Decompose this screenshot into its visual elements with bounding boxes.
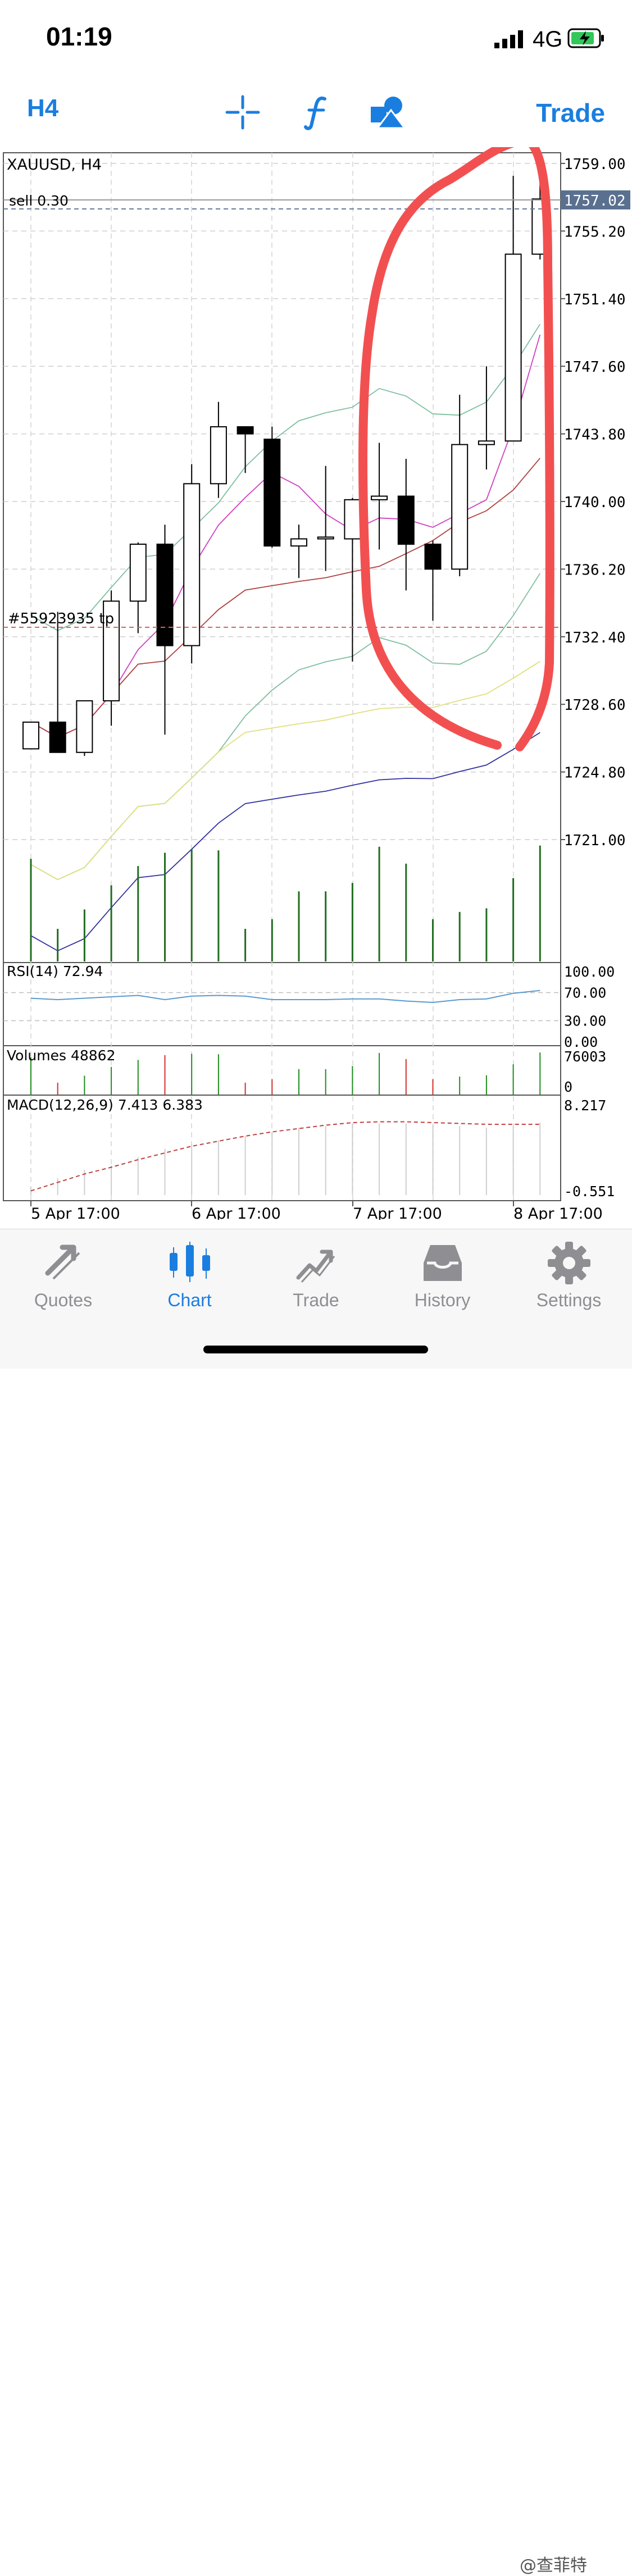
volumes-label: Volumes 48862 bbox=[7, 1047, 115, 1064]
current-price-label: 1757.02 bbox=[564, 193, 626, 209]
trade-button[interactable]: Trade bbox=[536, 98, 605, 127]
chart-area[interactable]: 100.00 70.00 30.00 0.00 76003 0 8.217 -0.551 17… bbox=[0, 147, 632, 1220]
tab-history-label: History bbox=[414, 1290, 471, 1310]
ma-long-line bbox=[30, 660, 540, 881]
freehand-annotation bbox=[358, 147, 554, 751]
objects-icon[interactable] bbox=[369, 94, 408, 130]
time-tick-label: 7 Apr 17:00 bbox=[353, 1205, 442, 1220]
candle-body bbox=[344, 499, 361, 540]
watermark: @查菲特 bbox=[520, 2556, 587, 2575]
price-tick-label: 1759.00 bbox=[564, 156, 626, 173]
tab-trade-label: Trade bbox=[293, 1290, 339, 1310]
chart-icon bbox=[169, 1242, 210, 1282]
candle-body bbox=[49, 721, 66, 753]
time-tick-label: 5 Apr 17:00 bbox=[31, 1205, 120, 1220]
price-tick-label: 1728.60 bbox=[564, 697, 626, 714]
rsi-tick-label: 0.00 bbox=[564, 1034, 598, 1050]
price-tick-label: 1751.40 bbox=[564, 291, 626, 308]
tab-quotes[interactable]: Quotes bbox=[0, 1241, 126, 1311]
grid bbox=[3, 153, 561, 1201]
tab-settings[interactable]: Settings bbox=[506, 1241, 632, 1311]
quotes-icon bbox=[45, 1244, 80, 1280]
candle-body bbox=[504, 253, 522, 442]
price-tick-label: 1740.00 bbox=[564, 494, 626, 511]
candle-body bbox=[424, 544, 442, 570]
rsi-tick-label: 100.00 bbox=[564, 964, 615, 980]
price-tick-label: 1732.40 bbox=[564, 630, 626, 646]
tab-chart[interactable]: Chart bbox=[126, 1241, 253, 1311]
candle-body bbox=[478, 440, 495, 445]
price-tick-label: 1721.00 bbox=[564, 832, 626, 849]
tab-settings-label: Settings bbox=[536, 1290, 602, 1310]
tab-chart-label: Chart bbox=[167, 1290, 212, 1310]
candle-body bbox=[22, 721, 39, 750]
rsi-label: RSI(14) 72.94 bbox=[7, 963, 103, 979]
volumes-tick-label: 0 bbox=[564, 1079, 572, 1095]
settings-icon bbox=[547, 1242, 590, 1284]
volumes-tick-label: 76003 bbox=[564, 1048, 606, 1065]
tp-line-label: #55923935 tp bbox=[8, 610, 114, 627]
candle-body bbox=[156, 544, 174, 646]
candle-body bbox=[76, 700, 93, 753]
rsi-line bbox=[30, 990, 540, 1004]
status-time: 01:19 bbox=[46, 22, 112, 51]
candle-body bbox=[183, 483, 201, 646]
price-tick-label: 1736.20 bbox=[564, 562, 626, 578]
candle-body bbox=[397, 495, 415, 545]
time-axis: 5 Apr 17:00 6 Apr 17:00 7 Apr 17:00 8 Apr 1… bbox=[30, 1201, 603, 1220]
price-tick-label: 1755.20 bbox=[564, 224, 626, 240]
price-axis: 1759.00 1755.20 1751.40 1747.60 1743.80 1740.… bbox=[561, 156, 626, 849]
rsi-tick-label: 70.00 bbox=[564, 985, 606, 1001]
rsi-tick-label: 30.00 bbox=[564, 1013, 606, 1029]
symbol-title: XAUUSD, H4 bbox=[7, 156, 102, 174]
macd-label: MACD(12,26,9) 7.413 6.383 bbox=[7, 1097, 203, 1113]
indicators-icon[interactable] bbox=[302, 94, 330, 130]
battery-icon bbox=[567, 28, 604, 48]
ma-very-long-line bbox=[30, 732, 540, 952]
price-tick-label: 1743.80 bbox=[564, 427, 626, 444]
trade-icon bbox=[296, 1250, 335, 1283]
candles bbox=[22, 163, 549, 756]
macd-tick-label: 8.217 bbox=[564, 1097, 606, 1114]
chart-toolbar: H4 Trade bbox=[0, 84, 632, 146]
candle-body bbox=[317, 536, 334, 540]
chart-frame bbox=[3, 152, 561, 1201]
time-tick-label: 6 Apr 17:00 bbox=[192, 1205, 281, 1220]
macd-signal-line bbox=[30, 1121, 540, 1192]
price-tick-label: 1747.60 bbox=[564, 359, 626, 376]
candle-body bbox=[290, 538, 307, 547]
price-tick-label: 1724.80 bbox=[564, 765, 626, 782]
timeframe-button[interactable]: H4 bbox=[27, 94, 59, 122]
crosshair-icon[interactable] bbox=[225, 94, 261, 130]
order-line-label: sell 0.30 bbox=[9, 193, 69, 209]
home-indicator[interactable] bbox=[203, 1346, 428, 1353]
tab-quotes-label: Quotes bbox=[34, 1290, 93, 1310]
candle-body bbox=[451, 444, 469, 570]
candle-body bbox=[103, 600, 120, 701]
current-price-tag bbox=[561, 190, 630, 209]
candle-body bbox=[371, 495, 388, 500]
status-bar: 01:19 4G bbox=[0, 0, 632, 79]
macd-tick-label: -0.551 bbox=[564, 1183, 615, 1200]
network-type: 4G bbox=[533, 27, 563, 52]
tab-bar: Quotes Chart Trade History bbox=[0, 1229, 632, 2575]
tab-trade[interactable]: Trade bbox=[253, 1241, 379, 1311]
time-tick-label: 8 Apr 17:00 bbox=[513, 1205, 603, 1220]
candle-body bbox=[237, 426, 254, 435]
bollinger-upper-line bbox=[30, 323, 541, 631]
signal-icon bbox=[494, 30, 523, 48]
volume-histogram bbox=[30, 845, 541, 961]
candle-body bbox=[263, 439, 281, 547]
candle-body bbox=[129, 544, 147, 602]
history-icon bbox=[423, 1245, 462, 1281]
tab-history[interactable]: History bbox=[379, 1241, 506, 1311]
candle-body bbox=[210, 426, 227, 485]
